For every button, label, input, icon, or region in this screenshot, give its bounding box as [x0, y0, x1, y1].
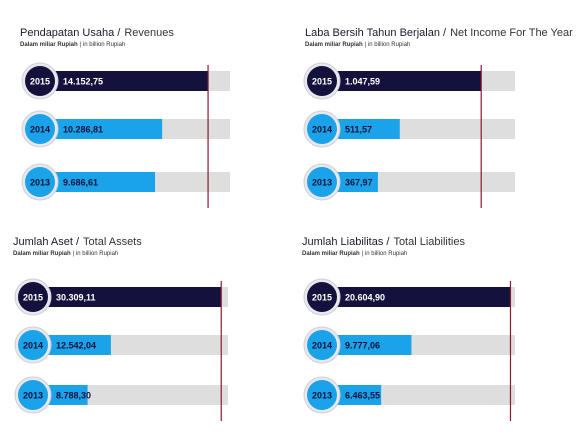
subtitle-id: Dalam miliar Rupiah	[302, 251, 360, 257]
year-badge	[25, 66, 55, 96]
year-badge	[25, 114, 55, 144]
chart-title: Laba Bersih Tahun Berjalan / Net Income F…	[305, 27, 573, 39]
subtitle-id: Dalam miliar Rupiah	[13, 251, 71, 257]
year-badge	[25, 167, 55, 197]
bar	[40, 172, 156, 192]
bar	[40, 71, 209, 91]
subtitle-id: Dalam miliar Rupiah	[20, 42, 78, 48]
subtitle-en: | in billion Rupiah	[362, 251, 408, 257]
year-label: 2013	[312, 177, 332, 187]
year-badge	[18, 330, 48, 360]
year-badge	[307, 330, 337, 360]
year-label: 2014	[312, 340, 332, 350]
bar	[322, 287, 511, 307]
bar	[40, 119, 163, 139]
year-label: 2014	[312, 124, 332, 134]
year-label: 2014	[23, 340, 43, 350]
chart-subtitle: Dalam miliar Rupiah | in billion Rupiah	[20, 42, 125, 48]
subtitle-en: | in billion Rupiah	[73, 251, 119, 257]
chart-title: Jumlah Liabilitas / Total Liabilities	[302, 236, 465, 248]
year-badge	[18, 282, 48, 312]
value-label: 9.777,06	[345, 340, 380, 350]
value-label: 12.542,04	[56, 340, 96, 350]
year-label: 2015	[312, 292, 332, 302]
chart-subtitle: Dalam miliar Rupiah | in billion Rupiah	[13, 251, 118, 257]
year-label: 2015	[23, 292, 43, 302]
bar-chart: Jumlah Aset / Total Assets Dalam miliar Ru…	[13, 236, 228, 421]
value-label: 20.604,90	[345, 292, 385, 302]
title-id: Laba Bersih Tahun Berjalan /	[305, 27, 447, 39]
value-label: 511,57	[345, 124, 372, 134]
subtitle-en: | in billion Rupiah	[365, 42, 411, 48]
value-label: 9.686,61	[63, 177, 98, 187]
chart-title: Jumlah Aset / Total Assets	[13, 236, 142, 248]
year-label: 2015	[312, 76, 332, 86]
bar	[33, 287, 222, 307]
value-label: 8.788,30	[56, 390, 91, 400]
title-en: Total Liabilities	[393, 236, 465, 248]
year-badge	[307, 167, 337, 197]
chart-subtitle: Dalam miliar Rupiah | in billion Rupiah	[305, 42, 410, 48]
year-label: 2013	[30, 177, 50, 187]
chart-title: Pendapatan Usaha / Revenues	[20, 27, 174, 39]
value-label: 14.152,75	[63, 76, 103, 86]
value-label: 10.286,81	[63, 124, 103, 134]
title-en: Total Assets	[83, 236, 142, 248]
year-label: 2013	[23, 390, 43, 400]
year-badge	[18, 380, 48, 410]
value-label: 367,97	[345, 177, 373, 187]
bar	[33, 335, 111, 355]
title-en: Net Income For The Year	[450, 27, 573, 39]
title-id: Jumlah Aset /	[13, 236, 80, 248]
year-badge	[307, 282, 337, 312]
bar-chart: Jumlah Liabilitas / Total Liabilities Dala…	[302, 236, 515, 421]
bar-chart: Pendapatan Usaha / Revenues Dalam miliar R…	[20, 27, 230, 208]
title-en: Revenues	[124, 27, 174, 39]
subtitle-id: Dalam miliar Rupiah	[305, 42, 363, 48]
value-label: 30.309,11	[56, 292, 96, 302]
title-id: Pendapatan Usaha /	[20, 27, 121, 39]
bar-chart: Laba Bersih Tahun Berjalan / Net Income F…	[303, 27, 573, 208]
title-id: Jumlah Liabilitas /	[302, 236, 390, 248]
bar	[322, 71, 482, 91]
subtitle-en: | in billion Rupiah	[80, 42, 126, 48]
year-badge	[307, 114, 337, 144]
chart-subtitle: Dalam miliar Rupiah | in billion Rupiah	[302, 251, 407, 257]
year-label: 2015	[30, 76, 50, 86]
value-label: 1.047,59	[345, 76, 380, 86]
value-label: 6.463,55	[345, 390, 380, 400]
bar	[322, 335, 412, 355]
year-label: 2014	[30, 124, 50, 134]
year-badge	[307, 380, 337, 410]
year-badge	[307, 66, 337, 96]
year-label: 2013	[312, 390, 332, 400]
bar	[322, 119, 400, 139]
